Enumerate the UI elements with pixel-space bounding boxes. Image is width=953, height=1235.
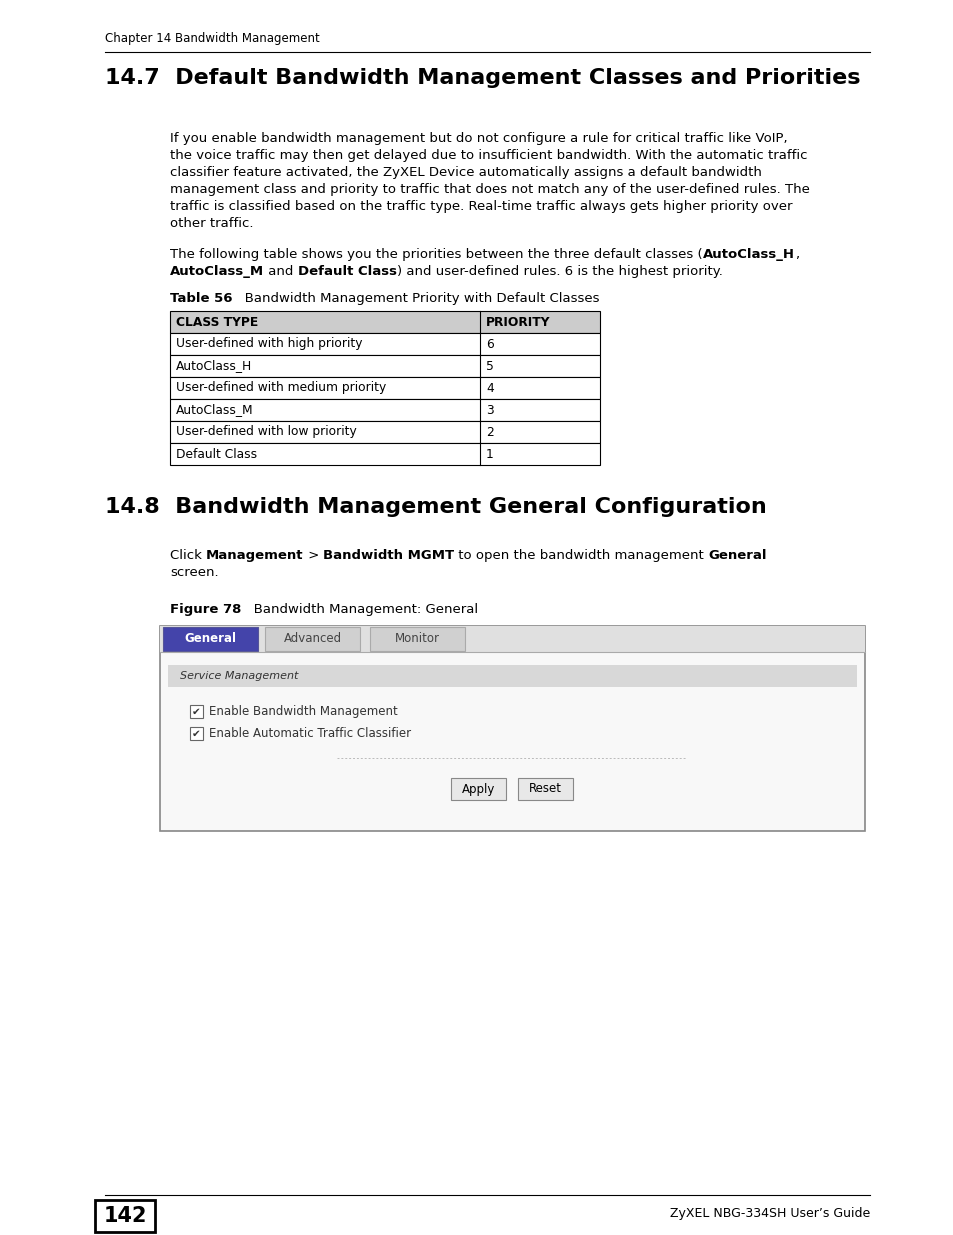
Text: Enable Automatic Traffic Classifier: Enable Automatic Traffic Classifier: [209, 727, 411, 740]
Text: 14.7  Default Bandwidth Management Classes and Priorities: 14.7 Default Bandwidth Management Classe…: [105, 68, 860, 88]
Text: General: General: [184, 632, 236, 646]
Bar: [517, 778, 573, 800]
Bar: [161, 653, 863, 830]
Bar: [160, 626, 864, 652]
Text: 2: 2: [485, 426, 494, 438]
Text: Enable Bandwidth Management: Enable Bandwidth Management: [209, 705, 397, 718]
Text: 3: 3: [485, 404, 494, 416]
Text: traffic is classified based on the traffic type. Real-time traffic always gets h: traffic is classified based on the traff…: [170, 200, 792, 212]
Text: Default Class: Default Class: [297, 266, 396, 278]
Bar: [451, 778, 505, 800]
Text: General: General: [708, 550, 766, 562]
Text: Reset: Reset: [529, 783, 561, 795]
Text: Service Management: Service Management: [180, 671, 298, 680]
Text: If you enable bandwidth management but do not configure a rule for critical traf: If you enable bandwidth management but d…: [170, 132, 787, 144]
Text: AutoClass_M: AutoClass_M: [170, 266, 264, 278]
Bar: [170, 354, 599, 377]
Text: and: and: [264, 266, 297, 278]
Bar: [163, 627, 257, 651]
Text: to open the bandwidth management: to open the bandwidth management: [454, 550, 708, 562]
Text: Default Class: Default Class: [175, 447, 257, 461]
Text: Chapter 14 Bandwidth Management: Chapter 14 Bandwidth Management: [105, 32, 319, 44]
Text: the voice traffic may then get delayed due to insufficient bandwidth. With the a: the voice traffic may then get delayed d…: [170, 149, 806, 162]
Text: classifier feature activated, the ZyXEL Device automatically assigns a default b: classifier feature activated, the ZyXEL …: [170, 165, 761, 179]
Text: ✔: ✔: [192, 729, 201, 739]
Text: AutoClass_H: AutoClass_H: [702, 248, 794, 261]
Text: CLASS TYPE: CLASS TYPE: [175, 315, 258, 329]
Bar: [170, 333, 599, 354]
Bar: [168, 664, 856, 687]
Text: PRIORITY: PRIORITY: [485, 315, 550, 329]
Text: 5: 5: [485, 359, 494, 373]
Bar: [170, 377, 599, 399]
Bar: [190, 727, 203, 740]
Bar: [265, 627, 359, 651]
Text: Bandwidth Management Priority with Default Classes: Bandwidth Management Priority with Defau…: [233, 291, 599, 305]
Text: AutoClass_M: AutoClass_M: [175, 404, 253, 416]
Text: Click: Click: [170, 550, 206, 562]
Text: ZyXEL NBG-334SH User’s Guide: ZyXEL NBG-334SH User’s Guide: [669, 1207, 869, 1219]
Text: 4: 4: [485, 382, 494, 394]
Bar: [170, 399, 599, 421]
Text: User-defined with low priority: User-defined with low priority: [175, 426, 356, 438]
Text: screen.: screen.: [170, 566, 218, 579]
Text: ) and user-defined rules. 6 is the highest priority.: ) and user-defined rules. 6 is the highe…: [396, 266, 721, 278]
Text: Management: Management: [206, 550, 303, 562]
Text: Bandwidth MGMT: Bandwidth MGMT: [323, 550, 454, 562]
Bar: [95, 1200, 154, 1233]
Bar: [170, 421, 599, 443]
Text: 6: 6: [485, 337, 494, 351]
Text: Apply: Apply: [461, 783, 495, 795]
Bar: [170, 311, 599, 333]
Text: 1: 1: [485, 447, 494, 461]
Text: management class and priority to traffic that does not match any of the user-def: management class and priority to traffic…: [170, 183, 809, 196]
Text: other traffic.: other traffic.: [170, 217, 253, 230]
Bar: [160, 626, 864, 831]
Text: ✔: ✔: [192, 706, 201, 716]
Bar: [190, 705, 203, 718]
Bar: [370, 627, 464, 651]
Text: ,: ,: [794, 248, 798, 261]
Text: >: >: [303, 550, 323, 562]
Text: 14.8  Bandwidth Management General Configuration: 14.8 Bandwidth Management General Config…: [105, 496, 766, 517]
Text: Bandwidth Management: General: Bandwidth Management: General: [241, 603, 478, 616]
Text: Monitor: Monitor: [395, 632, 439, 646]
Text: AutoClass_H: AutoClass_H: [175, 359, 252, 373]
Text: Advanced: Advanced: [283, 632, 341, 646]
Text: 142: 142: [103, 1207, 147, 1226]
Text: Table 56: Table 56: [170, 291, 233, 305]
Text: The following table shows you the priorities between the three default classes (: The following table shows you the priori…: [170, 248, 702, 261]
Text: User-defined with high priority: User-defined with high priority: [175, 337, 362, 351]
Bar: [170, 443, 599, 466]
Text: User-defined with medium priority: User-defined with medium priority: [175, 382, 386, 394]
Text: Figure 78: Figure 78: [170, 603, 241, 616]
